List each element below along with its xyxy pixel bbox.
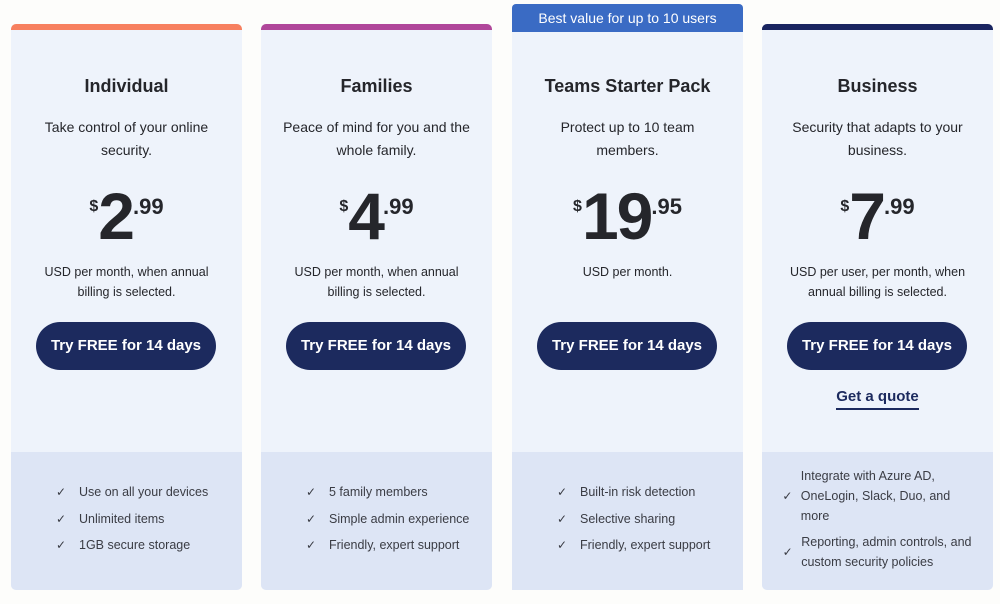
plan-price: $19.95 — [512, 176, 743, 256]
try-free-button[interactable]: Try FREE for 14 days — [537, 322, 717, 370]
currency-symbol: $ — [339, 198, 349, 215]
plan-card-business: Business Security that adapts to your bu… — [762, 24, 993, 590]
feature-item: ✓ Selective sharing — [512, 509, 743, 529]
currency-symbol: $ — [89, 198, 99, 215]
price-decimal: .99 — [383, 194, 414, 219]
feature-item: ✓ Unlimited items — [11, 509, 242, 529]
best-value-banner: Best value for up to 10 users — [512, 4, 743, 32]
feature-item: ✓ Integrate with Azure AD, OneLogin, Slac… — [782, 466, 973, 526]
plan-price: $7.99 — [762, 176, 993, 256]
feature-list: ✓ Built-in risk detection ✓ Selective shari… — [512, 452, 743, 590]
plan-description: Protect up to 10 team members. — [560, 119, 695, 158]
feature-list: ✓ Integrate with Azure AD, OneLogin, Slac… — [762, 452, 993, 590]
billing-note: USD per month, when annual billing is se… — [294, 265, 459, 299]
try-free-button[interactable]: Try FREE for 14 days — [36, 322, 216, 370]
price-decimal: .99 — [133, 194, 164, 219]
check-icon: ✓ — [305, 538, 317, 553]
check-icon: ✓ — [305, 511, 317, 526]
plan-card-families: Families Peace of mind for you and the w… — [261, 24, 492, 590]
price-integer: 19 — [581, 179, 653, 253]
feature-item: ✓ Simple admin experience — [261, 509, 492, 529]
get-quote-link[interactable]: Get a quote — [836, 388, 919, 410]
plan-title: Teams Starter Pack — [544, 76, 711, 96]
price-decimal: .95 — [651, 194, 682, 219]
feature-text: Reporting, admin controls, and custom se… — [801, 535, 972, 569]
check-icon: ✓ — [782, 489, 793, 503]
feature-text: Unlimited items — [79, 511, 165, 526]
plan-title: Families — [340, 76, 413, 96]
plan-price: $4.99 — [261, 176, 492, 256]
feature-text: Simple admin experience — [329, 511, 470, 526]
accent-bar — [11, 24, 242, 30]
check-icon: ✓ — [556, 511, 568, 526]
feature-text: 1GB secure storage — [79, 538, 191, 553]
feature-text: Integrate with Azure AD, OneLogin, Slack… — [800, 469, 951, 523]
plan-description: Take control of your online security. — [44, 119, 209, 158]
plan-description: Peace of mind for you and the whole fami… — [283, 119, 470, 158]
check-icon: ✓ — [556, 485, 568, 499]
try-free-button[interactable]: Try FREE for 14 days — [286, 322, 466, 370]
feature-text: Built-in risk detection — [580, 485, 696, 499]
billing-note: USD per user, per month, when annual bil… — [789, 265, 966, 299]
check-icon: ✓ — [556, 538, 568, 553]
accent-bar — [261, 24, 492, 30]
price-integer: 2 — [98, 179, 135, 253]
plan-title: Business — [837, 76, 918, 96]
feature-item: ✓ 5 family members — [261, 482, 492, 502]
plan-card-individual: Individual Take control of your online s… — [11, 24, 242, 590]
feature-text: Selective sharing — [580, 511, 676, 526]
accent-bar — [762, 24, 993, 30]
try-free-button[interactable]: Try FREE for 14 days — [787, 322, 967, 370]
currency-symbol: $ — [840, 198, 850, 215]
price-decimal: .99 — [884, 194, 915, 219]
price-integer: 4 — [348, 179, 385, 253]
plan-description: Security that adapts to your business. — [792, 119, 963, 158]
plan-card-teams: Best value for up to 10 users Teams Start… — [512, 4, 743, 590]
currency-symbol: $ — [573, 198, 582, 215]
check-icon: ✓ — [55, 485, 67, 499]
feature-item: ✓ 1GB secure storage — [11, 535, 242, 555]
feature-text: Use on all your devices — [79, 485, 209, 499]
feature-item: ✓ Friendly, expert support — [261, 535, 492, 555]
plan-price: $2.99 — [11, 176, 242, 256]
plan-title: Individual — [84, 76, 169, 96]
check-icon: ✓ — [55, 538, 67, 553]
price-integer: 7 — [849, 179, 886, 253]
feature-item: ✓ Built-in risk detection — [512, 482, 743, 502]
check-icon: ✓ — [55, 511, 67, 526]
feature-item: ✓ Reporting, admin controls, and custom s… — [782, 532, 973, 572]
feature-text: Friendly, expert support — [580, 538, 711, 553]
feature-item: ✓ Use on all your devices — [11, 482, 242, 502]
check-icon: ✓ — [305, 485, 317, 499]
feature-text: 5 family members — [329, 485, 428, 499]
feature-text: Friendly, expert support — [329, 538, 460, 553]
feature-list: ✓ Use on all your devices ✓ Unlimited items… — [11, 452, 242, 590]
billing-note: USD per month, when annual billing is se… — [44, 265, 209, 299]
check-icon: ✓ — [782, 545, 793, 559]
feature-list: ✓ 5 family members ✓ Simple admin experienc… — [261, 452, 492, 590]
billing-note: USD per month. — [582, 265, 673, 279]
feature-item: ✓ Friendly, expert support — [512, 535, 743, 555]
